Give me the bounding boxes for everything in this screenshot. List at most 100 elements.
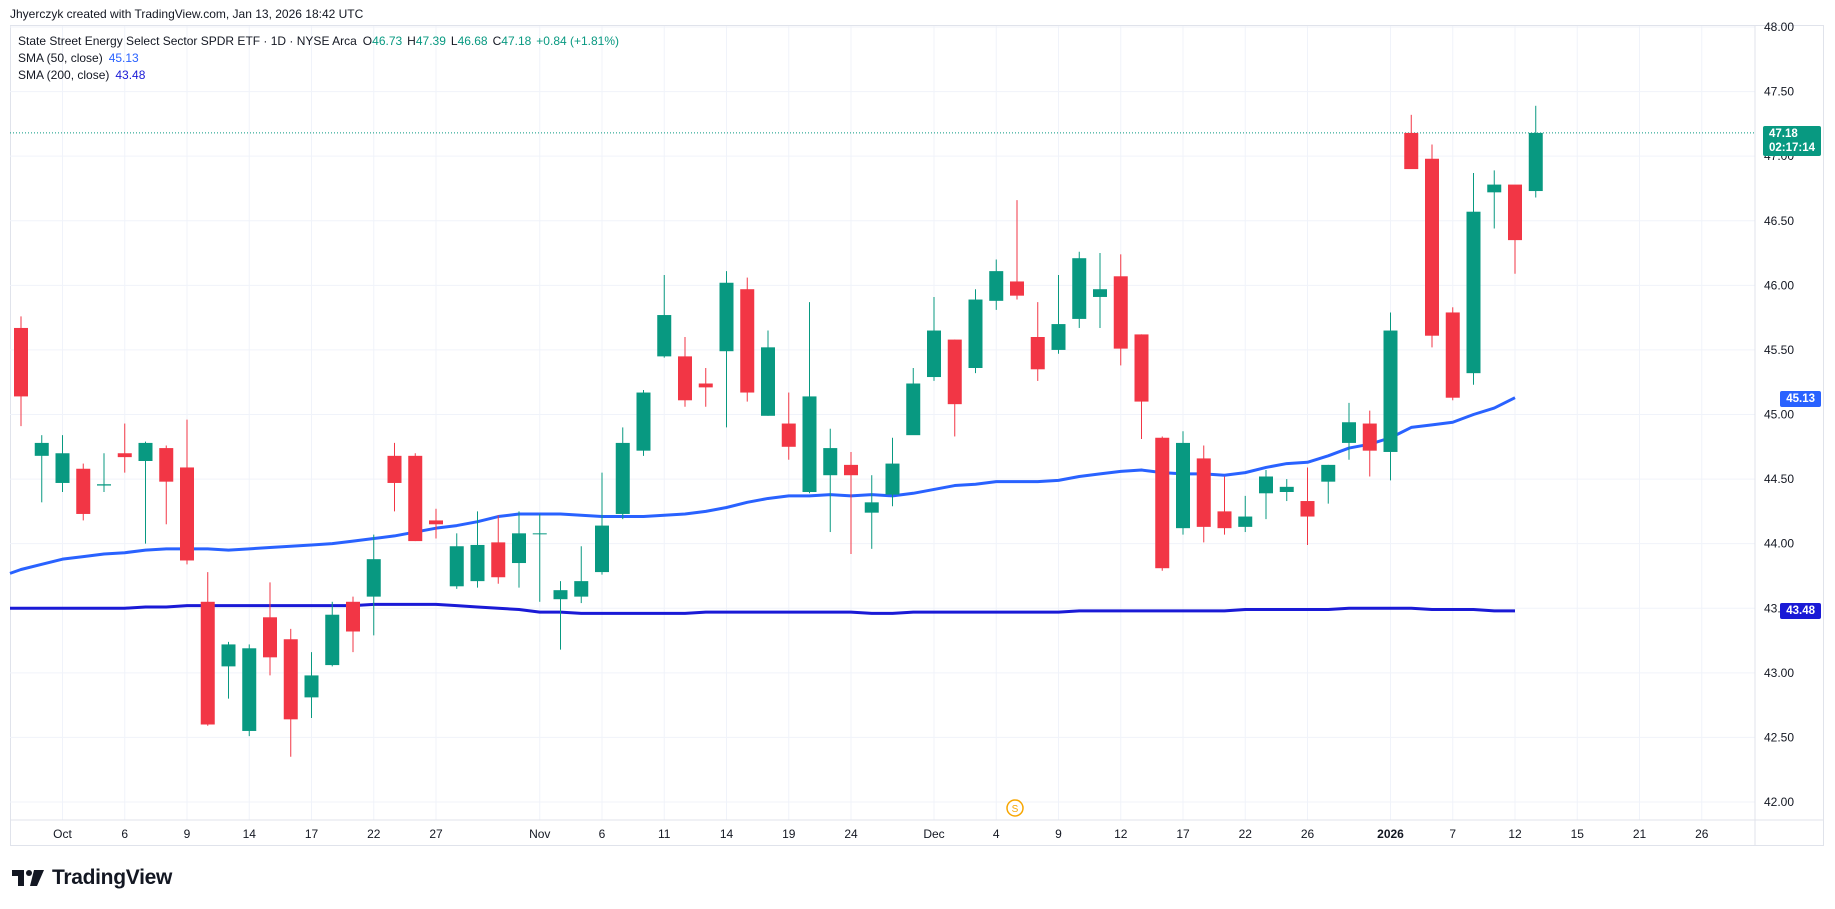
candle-body-down[interactable] bbox=[117, 453, 132, 458]
candle-body-down[interactable] bbox=[180, 467, 194, 561]
candle-body-up[interactable] bbox=[1051, 324, 1066, 350]
candle-body-up[interactable] bbox=[1383, 330, 1398, 452]
candle-body-up[interactable] bbox=[1321, 464, 1336, 482]
high-value: 47.39 bbox=[415, 34, 446, 48]
candle-body-down[interactable] bbox=[678, 356, 692, 401]
dividend-event-label: S bbox=[1012, 804, 1019, 815]
candle-body-up[interactable] bbox=[1176, 442, 1190, 529]
sma200-row[interactable]: SMA (200, close) 43.48 bbox=[18, 67, 619, 84]
candle-body-up[interactable] bbox=[615, 442, 630, 514]
candle-body-up[interactable] bbox=[553, 590, 568, 600]
y-tick-label: 47.50 bbox=[1764, 85, 1794, 99]
y-tick-label: 48.00 bbox=[1764, 20, 1794, 34]
candle-body-down[interactable] bbox=[263, 617, 277, 658]
candle-body-down[interactable] bbox=[429, 520, 443, 525]
candle-body-up[interactable] bbox=[242, 648, 257, 731]
candle-body-up[interactable] bbox=[1342, 422, 1356, 443]
candle-body-down[interactable] bbox=[947, 339, 962, 405]
candle-body-up[interactable] bbox=[989, 271, 1004, 301]
candle-body-up[interactable] bbox=[366, 559, 381, 597]
candle-body-down[interactable] bbox=[844, 464, 858, 476]
y-tick-label: 42.50 bbox=[1764, 730, 1794, 744]
candle-body-down[interactable] bbox=[1217, 511, 1232, 529]
candle-body-up[interactable] bbox=[906, 383, 921, 436]
tradingview-logo-icon bbox=[12, 870, 44, 886]
candle-body-down[interactable] bbox=[159, 448, 174, 482]
candle-body-up[interactable] bbox=[221, 644, 236, 667]
candle-body-down[interactable] bbox=[1134, 334, 1149, 402]
candle-body-up[interactable] bbox=[719, 282, 734, 352]
tradingview-logo[interactable]: TradingView bbox=[12, 866, 172, 890]
x-tick-label: 11 bbox=[658, 827, 671, 841]
candle-body-up[interactable] bbox=[802, 396, 817, 492]
candle-body-down[interactable] bbox=[346, 601, 360, 632]
candle-body-up[interactable] bbox=[927, 330, 941, 378]
sma50-label: SMA (50, close) bbox=[18, 51, 103, 65]
sma50-row[interactable]: SMA (50, close) 45.13 bbox=[18, 50, 619, 67]
sma50-line[interactable] bbox=[9, 396, 1516, 575]
candle-body-down[interactable] bbox=[1113, 276, 1128, 349]
candle-body-up[interactable] bbox=[532, 533, 547, 535]
candle-body-down[interactable] bbox=[76, 468, 91, 514]
x-tick-label: 14 bbox=[720, 827, 734, 841]
candle-body-down[interactable] bbox=[1362, 423, 1377, 451]
candle-body-up[interactable] bbox=[636, 392, 651, 451]
candle-body-down[interactable] bbox=[1508, 184, 1522, 241]
candle-body-up[interactable] bbox=[761, 347, 775, 416]
x-tick-label: 19 bbox=[782, 827, 796, 841]
candle-body-up[interactable] bbox=[1259, 476, 1273, 494]
sma200-line[interactable] bbox=[10, 602, 1515, 615]
candle-body-up[interactable] bbox=[657, 315, 672, 357]
candle-body-up[interactable] bbox=[864, 502, 879, 513]
candle-body-up[interactable] bbox=[34, 442, 49, 456]
candle-body-down[interactable] bbox=[200, 601, 215, 725]
candle-body-up[interactable] bbox=[823, 448, 838, 476]
candle-body-down[interactable] bbox=[1155, 437, 1170, 569]
candle-body-down[interactable] bbox=[740, 289, 755, 393]
candle-body-up[interactable] bbox=[449, 546, 464, 587]
close-value: 47.18 bbox=[501, 34, 532, 48]
candle-body-down[interactable] bbox=[698, 383, 713, 388]
candle-body-up[interactable] bbox=[55, 453, 70, 483]
candle-body-down[interactable] bbox=[283, 639, 298, 720]
candle-body-up[interactable] bbox=[138, 442, 153, 461]
candle-body-up[interactable] bbox=[885, 463, 900, 495]
open-label: O bbox=[362, 34, 373, 48]
candle-body-down[interactable] bbox=[1300, 501, 1315, 517]
candle-body-down[interactable] bbox=[1010, 281, 1024, 296]
candle-body-down[interactable] bbox=[1196, 458, 1211, 527]
candle-body-down[interactable] bbox=[387, 455, 402, 483]
candle-body-up[interactable] bbox=[1072, 258, 1087, 319]
sma50-price-tag: 45.13 bbox=[1780, 391, 1821, 407]
candle-body-down[interactable] bbox=[14, 327, 28, 397]
candle-body-up[interactable] bbox=[1093, 289, 1107, 297]
candle-body-down[interactable] bbox=[1404, 132, 1419, 170]
candle-body-up[interactable] bbox=[595, 525, 609, 573]
candle-body-up[interactable] bbox=[325, 614, 340, 666]
candle-body-up[interactable] bbox=[1466, 211, 1481, 374]
candle-body-up[interactable] bbox=[304, 675, 319, 698]
candle-body-up[interactable] bbox=[1279, 486, 1294, 492]
candle-body-up[interactable] bbox=[512, 533, 526, 564]
candle-body-down[interactable] bbox=[491, 542, 506, 578]
candle-body-up[interactable] bbox=[574, 581, 589, 597]
dividend-event-icon[interactable] bbox=[1006, 799, 1024, 817]
y-tick-label: 44.00 bbox=[1764, 537, 1794, 551]
candle-body-up[interactable] bbox=[97, 484, 111, 486]
chart-legend: State Street Energy Select Sector SPDR E… bbox=[18, 33, 619, 84]
candle-body-down[interactable] bbox=[1425, 158, 1439, 336]
candle-body-up[interactable] bbox=[470, 544, 485, 582]
candle-body-down[interactable] bbox=[1445, 312, 1460, 398]
candle-body-down[interactable] bbox=[781, 423, 796, 447]
candle-body-up[interactable] bbox=[1487, 184, 1502, 193]
candle-body-up[interactable] bbox=[1238, 516, 1253, 527]
candle-body-down[interactable] bbox=[408, 455, 423, 542]
y-tick-label: 44.50 bbox=[1764, 472, 1794, 486]
sma200-label: SMA (200, close) bbox=[18, 68, 110, 82]
candle-body-up[interactable] bbox=[1528, 132, 1543, 192]
ohlc-values: O46.73 H47.39 L46.68 C47.18 +0.84 (+1.81… bbox=[363, 33, 619, 50]
candle-body-down[interactable] bbox=[1030, 337, 1045, 370]
x-tick-label: 2026 bbox=[1377, 827, 1404, 841]
candle-body-up[interactable] bbox=[968, 299, 983, 368]
